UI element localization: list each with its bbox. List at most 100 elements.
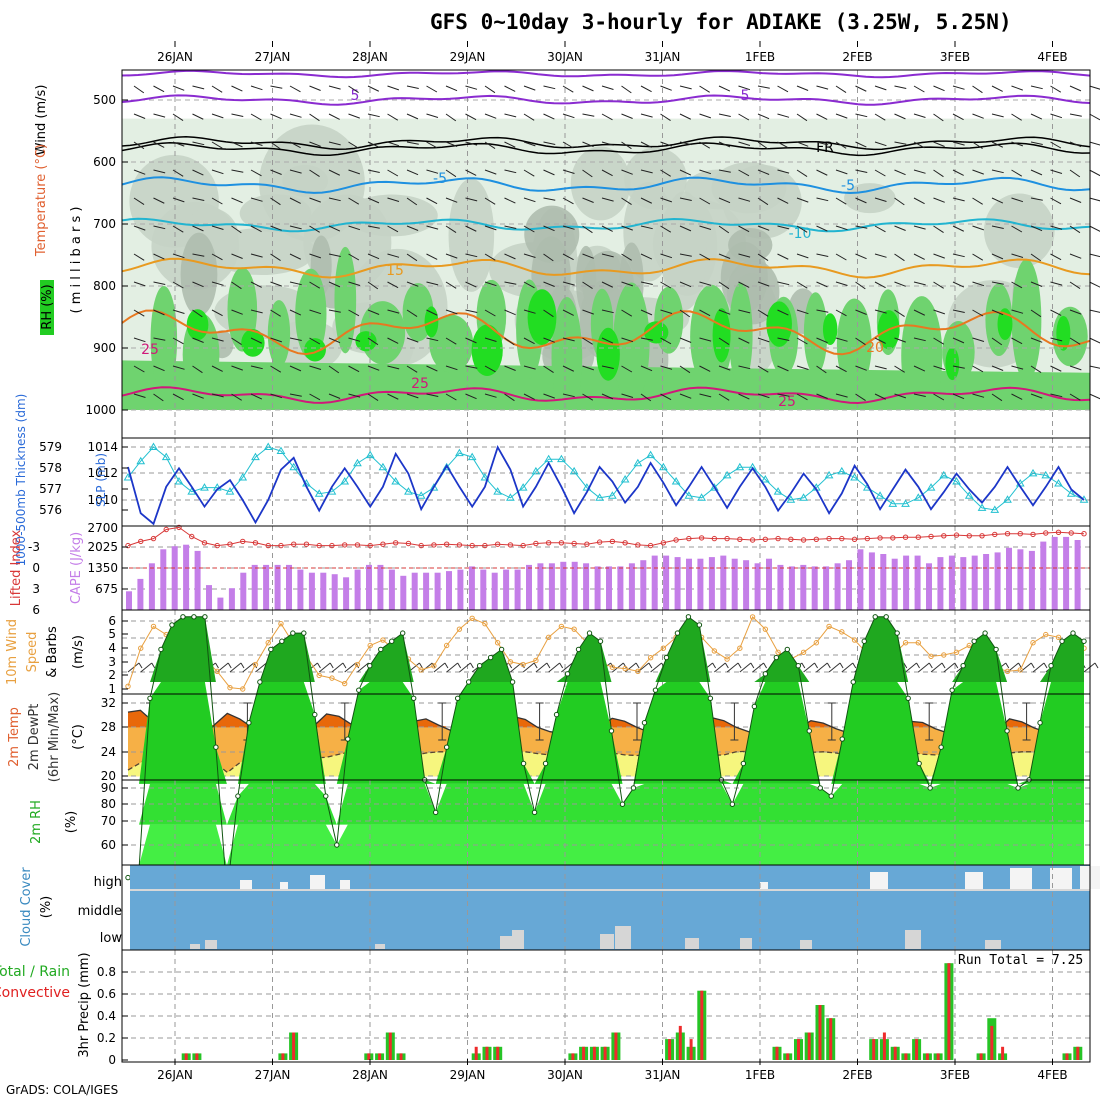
date-label: 31JAN	[645, 50, 681, 64]
wind-barb	[640, 309, 653, 316]
li-marker	[622, 540, 628, 546]
thickness-marker	[289, 462, 299, 471]
cloud-unit-label: (%)	[39, 896, 54, 919]
wind10-marker	[138, 645, 144, 651]
li-marker	[851, 536, 858, 542]
wind-barb	[816, 169, 828, 176]
cape-bar	[183, 544, 190, 610]
wind10-marker	[240, 686, 246, 692]
wind10-marker	[1017, 667, 1023, 673]
wind-barb	[1030, 197, 1043, 201]
wind-barb	[1011, 253, 1024, 258]
wind-barb	[777, 393, 790, 397]
rh2m-marker	[1048, 663, 1054, 669]
wind-barb	[991, 141, 1004, 148]
wind-barb	[543, 253, 554, 262]
wind-barb	[445, 309, 458, 315]
wind-barb	[133, 85, 145, 94]
wind-barb	[367, 85, 380, 92]
wind-barb	[835, 113, 848, 119]
wind-barb	[1089, 253, 1100, 258]
precip-convective-bar	[582, 1046, 586, 1060]
wind10-marker	[367, 642, 373, 649]
li-marker	[711, 535, 718, 542]
wind-barb	[601, 85, 614, 90]
wind-barb	[172, 393, 184, 401]
wind-barb	[796, 85, 809, 91]
cape-bar	[926, 563, 932, 610]
wind-barb	[484, 85, 496, 94]
wind-barb	[504, 309, 516, 316]
wind-barb	[1011, 337, 1023, 345]
y-tick-label: -3	[28, 540, 40, 554]
rh2m-marker	[597, 638, 604, 644]
rh2m-marker	[982, 630, 988, 636]
rh2m-marker	[323, 793, 329, 799]
rh-shade-dark	[524, 205, 580, 263]
rh2m-marker	[531, 809, 538, 816]
wind-barb	[972, 141, 983, 149]
wind10-barb	[457, 662, 462, 669]
cloud-low	[740, 938, 752, 949]
wind-barb	[894, 337, 906, 343]
cape-axis-label: CAPE (J/kg)	[69, 532, 84, 604]
wind-barb	[913, 141, 925, 149]
wind10-marker	[214, 668, 220, 675]
rh-legend-swatch	[40, 280, 54, 335]
cloud-axis-label: Cloud Cover	[19, 867, 34, 947]
wind-barb	[757, 281, 770, 287]
wind-barb	[406, 309, 418, 317]
wind-barb	[952, 253, 965, 258]
wind-barb	[699, 393, 712, 398]
wind-barb	[348, 281, 361, 286]
precip-convective-bar	[1076, 1046, 1080, 1060]
cape-bar	[754, 563, 761, 610]
wind10-marker	[380, 637, 386, 643]
wind10-barb	[446, 662, 458, 673]
wind-barb	[309, 365, 322, 370]
rh-shade-dark	[180, 232, 218, 317]
li-marker	[826, 535, 832, 542]
wind-barb	[913, 169, 926, 174]
wind-barb	[426, 85, 438, 93]
cape-bar	[274, 564, 281, 610]
wind10-marker	[826, 623, 832, 630]
cape-bar	[537, 563, 544, 610]
wind-barb	[328, 365, 340, 374]
contour-label: -10	[789, 226, 812, 242]
wind-barb	[1050, 337, 1063, 342]
li-marker	[418, 542, 424, 549]
wind-barb	[348, 169, 361, 175]
li-marker	[240, 538, 246, 545]
cape-bar	[206, 585, 212, 610]
wind10-barb	[954, 662, 959, 669]
cape-bar	[891, 558, 898, 610]
wind-barb	[1089, 85, 1100, 90]
wind-barb	[270, 169, 282, 175]
wind-barb	[855, 281, 866, 290]
contour-label: 25	[411, 376, 429, 392]
rh2m-marker	[696, 622, 703, 628]
wind-barb	[1089, 113, 1100, 121]
wind-barb	[406, 337, 419, 343]
precip-convective-bar	[485, 1046, 489, 1060]
precip-convective-bar	[292, 1032, 296, 1060]
wind-barb	[1069, 141, 1082, 148]
wind-barb	[172, 337, 184, 345]
wind-barb	[504, 197, 516, 204]
wind-barb	[484, 169, 497, 175]
wind-barb	[952, 197, 965, 202]
wind-barb	[894, 141, 907, 145]
rh2m-marker	[1004, 728, 1010, 734]
wind-barb	[621, 141, 632, 150]
wind10-barb	[622, 662, 627, 669]
wind-barb	[738, 365, 751, 370]
li-marker	[341, 542, 348, 548]
wind-barb	[660, 141, 672, 147]
wind-barb	[1030, 337, 1043, 343]
wind10-marker	[469, 615, 475, 621]
temp-contour-minus5-top	[121, 69, 1091, 79]
precip-legend-convective: Convective	[0, 985, 70, 1001]
precip-convective-bar	[571, 1053, 575, 1060]
rh2m-marker	[960, 663, 966, 669]
